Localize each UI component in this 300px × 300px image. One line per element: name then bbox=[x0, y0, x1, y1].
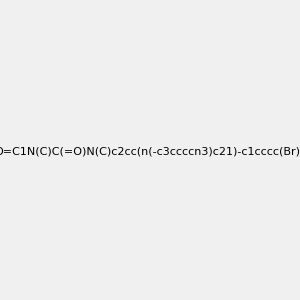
Text: O=C1N(C)C(=O)N(C)c2cc(n(-c3ccccn3)c21)-c1cccc(Br)c1: O=C1N(C)C(=O)N(C)c2cc(n(-c3ccccn3)c21)-c… bbox=[0, 146, 300, 157]
